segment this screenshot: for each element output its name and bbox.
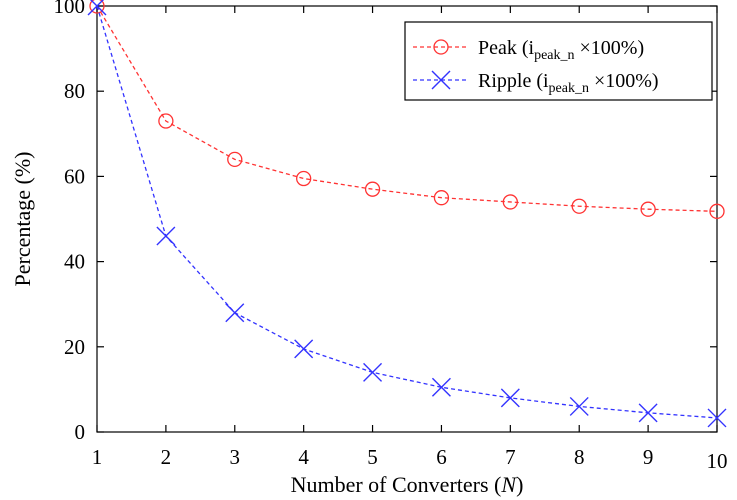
data-point xyxy=(158,113,174,129)
legend-box xyxy=(404,21,713,101)
data-point xyxy=(638,403,658,423)
legend-label-ripple: Ripple (ipeak_n ×100%) xyxy=(478,70,659,96)
y-axis: 0 20 40 60 80 100 xyxy=(54,0,717,444)
y-tick-label: 40 xyxy=(64,250,85,274)
x-tick-label: 7 xyxy=(505,445,516,469)
data-point xyxy=(87,0,107,16)
x-tick-label: 5 xyxy=(367,445,378,469)
data-point xyxy=(502,194,518,210)
y-tick-label: 60 xyxy=(64,164,85,188)
x-axis: 1 2 3 4 5 6 7 8 9 10 xyxy=(92,6,728,473)
series-line xyxy=(96,5,718,212)
series-peak xyxy=(89,0,725,219)
data-point xyxy=(500,388,520,408)
data-point xyxy=(296,170,312,187)
data-point xyxy=(227,151,243,168)
x-tick-label: 4 xyxy=(298,445,309,469)
data-point xyxy=(571,198,587,214)
legend: Peak (ipeak_n ×100%) Ripple (ipeak_n ×10… xyxy=(404,21,713,101)
data-point xyxy=(156,226,176,246)
data-point xyxy=(433,190,450,206)
x-tick-label: 1 xyxy=(92,445,103,469)
data-point xyxy=(707,408,727,428)
data-point xyxy=(89,0,105,14)
legend-item-peak: Peak (ipeak_n ×100%) xyxy=(413,37,644,63)
data-point xyxy=(294,339,314,359)
x-tick-label: 3 xyxy=(230,445,241,469)
y-tick-label: 20 xyxy=(64,335,85,359)
x-tick-label: 2 xyxy=(161,445,172,469)
data-point xyxy=(640,201,656,217)
x-tick-label: 6 xyxy=(436,445,447,469)
data-point xyxy=(364,181,381,197)
legend-marker-ripple xyxy=(431,70,451,90)
y-tick-label: 100 xyxy=(54,0,86,18)
y-tick-label: 0 xyxy=(75,420,86,444)
data-point xyxy=(569,396,589,416)
data-point xyxy=(431,377,451,397)
legend-marker-peak xyxy=(433,39,449,55)
data-point xyxy=(709,203,725,219)
x-tick-label: 8 xyxy=(574,445,585,469)
y-axis-title: Percentage (%) xyxy=(10,152,35,287)
x-tick-label: 10 xyxy=(707,449,728,473)
x-tick-label: 9 xyxy=(643,445,654,469)
series-line xyxy=(96,5,718,419)
series-layer xyxy=(87,0,727,428)
data-point xyxy=(225,303,245,323)
plot-area-frame xyxy=(96,5,718,433)
x-axis-title: Number of Converters (N) xyxy=(291,472,524,497)
legend-item-ripple: Ripple (ipeak_n ×100%) xyxy=(413,70,659,96)
series-ripple xyxy=(87,0,727,428)
y-tick-label: 80 xyxy=(64,79,85,103)
data-point xyxy=(363,362,383,382)
legend-label-peak: Peak (ipeak_n ×100%) xyxy=(478,37,644,63)
